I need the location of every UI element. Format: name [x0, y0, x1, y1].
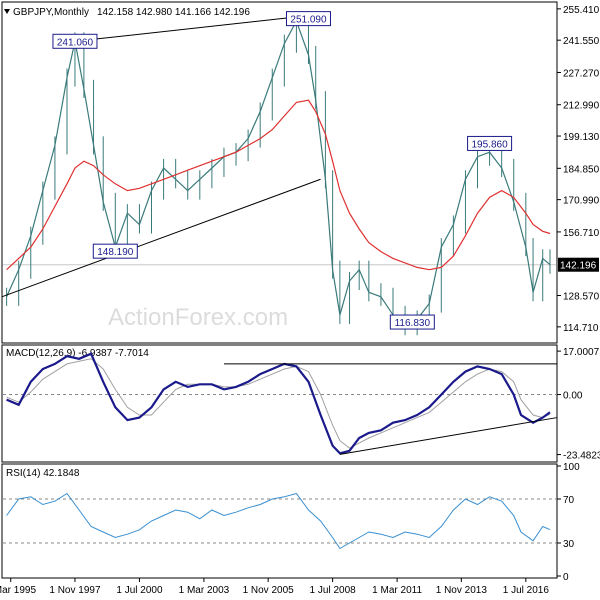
- price-ytick-label-4: 199.130: [563, 132, 600, 143]
- xtick-label-5: 1 Jul 2008: [310, 585, 357, 596]
- xtick-label-4: 1 Nov 2005: [243, 585, 295, 596]
- price-annotation-3: 116.830: [395, 318, 431, 329]
- rsi-line: [6, 492, 551, 550]
- macd-signal-line: [6, 358, 551, 449]
- macd-ytick-label-1: 0.00: [563, 391, 583, 402]
- xtick-label-8: 1 Jul 2016: [503, 585, 550, 596]
- macd-ytick-label-0: 17.0007: [563, 347, 600, 358]
- price-line: [6, 19, 551, 327]
- price-ytick-label-5: 184.850: [563, 164, 600, 175]
- price-ytick-label-1: 241.550: [563, 36, 600, 47]
- price-annotation-box-2: [92, 243, 138, 259]
- rsi-ytick-label-1: 70: [563, 495, 575, 506]
- price-plot: 255.410 241.550 227.270 212.990 199.130 184.8…: [1, 5, 600, 336]
- xtick-label-6: 1 Mar 2011: [372, 585, 422, 596]
- price-annotation-2: 148.190: [97, 247, 134, 258]
- last-price-label: 142.196: [560, 261, 597, 272]
- rsi-ytick-label-0: 100: [563, 462, 580, 473]
- last-price-badge: [558, 257, 599, 272]
- xtick-label-0: 1 Mar 1995: [0, 585, 36, 596]
- price-annotation-box-1: [285, 11, 331, 27]
- price-ytick-label-3: 212.990: [563, 101, 600, 112]
- macd-ytick-label-2: -23.4823: [563, 451, 600, 462]
- price-annotation-4: 195.860: [472, 139, 509, 150]
- macd-line: [6, 352, 551, 455]
- x-axis: 1 Mar 1995 1 Nov 1997 1 Jul 2000 1 Mar 2003…: [0, 578, 549, 596]
- moving-average-line: [6, 99, 551, 271]
- ohlc-label: 142.158 142.980 141.166 142.196: [97, 7, 250, 18]
- price-ytick-label-2: 227.270: [563, 68, 600, 79]
- rsi-panel: [1, 463, 558, 579]
- rsi-ytick-label-3: 0: [563, 572, 569, 583]
- price-ytick-label-8: 128.570: [563, 292, 600, 303]
- price-ytick-label-0: 255.410: [563, 5, 600, 16]
- header-triangle-icon: [4, 9, 10, 14]
- price-ytick-label-6: 170.990: [563, 196, 600, 207]
- price-trendline-0: [74, 13, 321, 42]
- macd-trendline-1: [339, 417, 558, 455]
- rsi-title: RSI(14) 42.1848: [6, 468, 80, 479]
- price-ytick-label-9: 114.710: [563, 323, 599, 334]
- price-ytick-label-7: 156.710: [563, 228, 600, 239]
- macd-panel: [1, 344, 558, 463]
- macd-plot: 17.0007 0.00 -23.4823: [3, 347, 600, 462]
- rsi-ytick-label-2: 30: [563, 539, 575, 550]
- xtick-label-2: 1 Jul 2000: [116, 585, 163, 596]
- price-annotation-box-4: [467, 135, 513, 151]
- rsi-plot: 100 70 30 0: [3, 462, 580, 583]
- price-header: GBPJPY,Monthly 142.158 142.980 141.166 1…: [4, 7, 250, 18]
- watermark: ActionForex.com: [108, 304, 288, 331]
- xtick-label-1: 1 Nov 1997: [49, 585, 101, 596]
- price-annotation-box-3: [389, 314, 435, 330]
- xtick-label-7: 1 Nov 2013: [436, 585, 488, 596]
- xtick-label-3: 1 Mar 2003: [179, 585, 230, 596]
- price-panel: [1, 1, 558, 344]
- price-annotation-0: 241.060: [57, 37, 94, 48]
- price-annotation-box-0: [52, 33, 98, 49]
- symbol-label: GBPJPY,Monthly: [13, 7, 89, 18]
- price-annotation-1: 251.090: [290, 15, 327, 26]
- price-trendline-1: [1, 178, 321, 298]
- macd-title: MACD(12,26,9) -6.9387 -7.7014: [6, 348, 149, 359]
